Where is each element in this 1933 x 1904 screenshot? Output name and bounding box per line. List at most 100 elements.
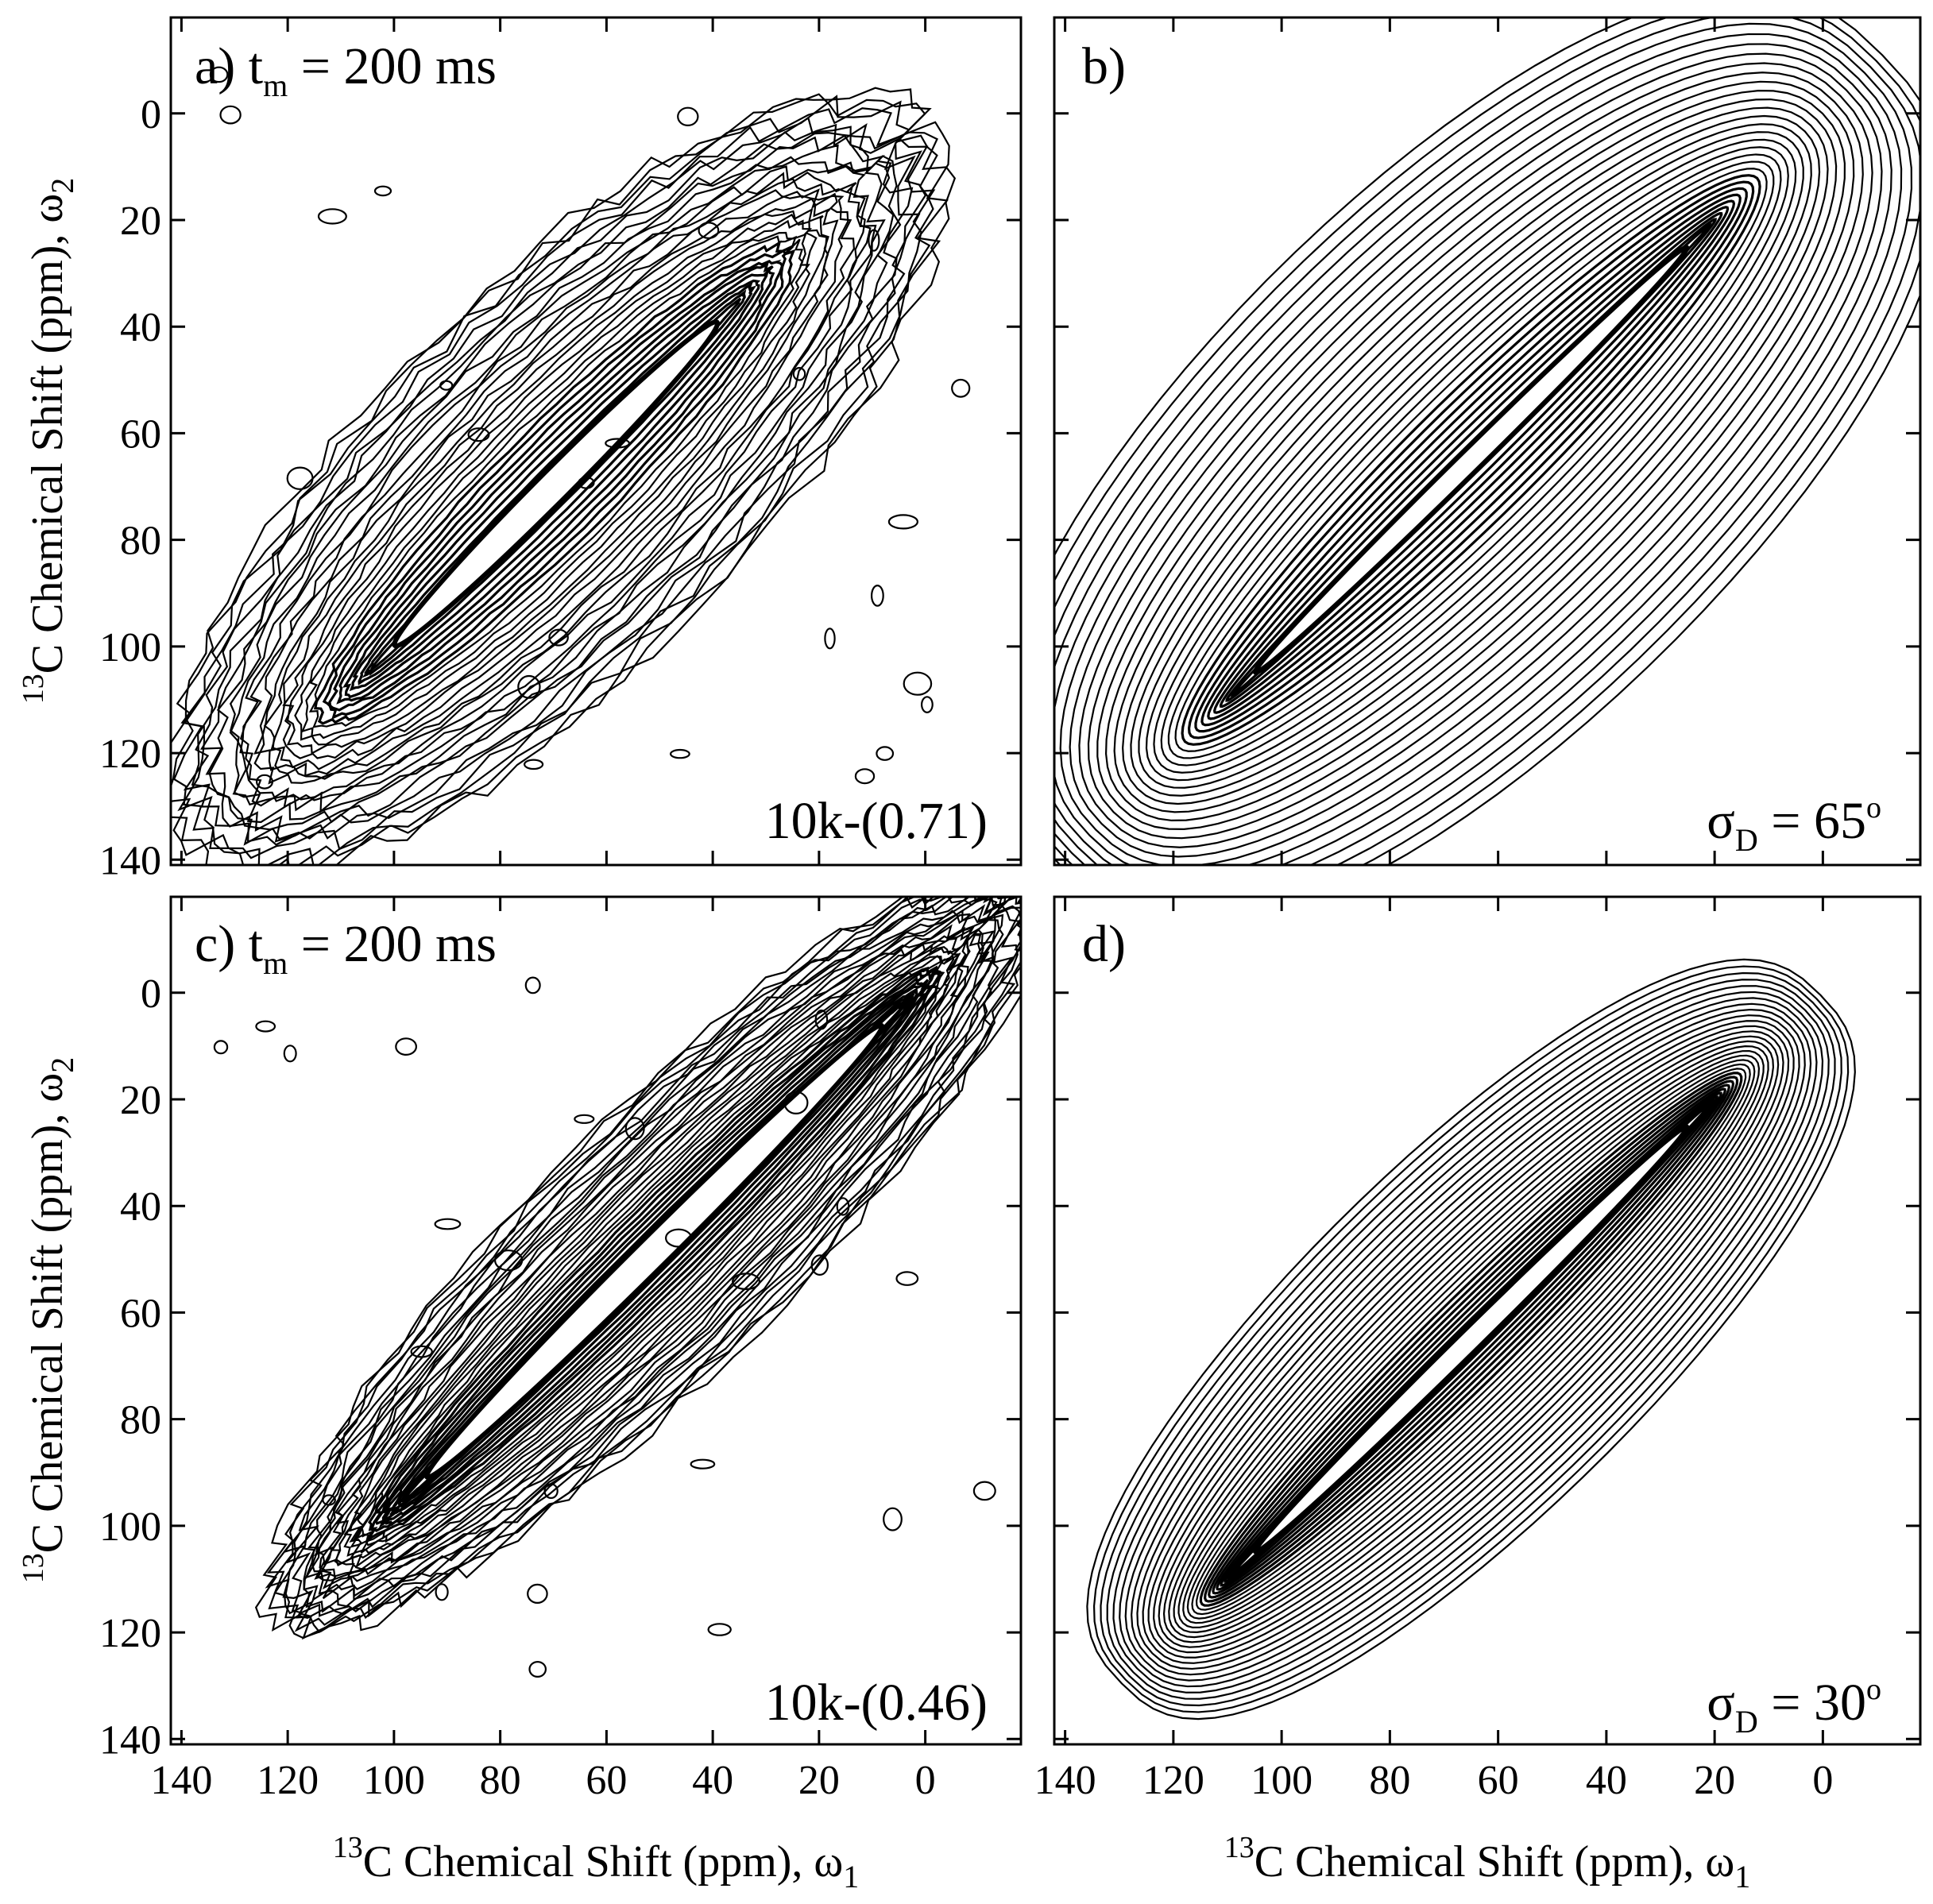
panel-b-contour-level (1219, 211, 1723, 709)
panel-a-noise-island (578, 476, 595, 489)
panel-b-contour-level (1059, 52, 1883, 865)
panel-c-noise-island (255, 1020, 276, 1033)
panel-d-contour-level (1224, 1095, 1718, 1583)
panel-d: 140 120 100 80 60 40 20 0 d) σD = 30o (1034, 895, 1922, 1803)
y-tick-label: 100 (99, 625, 161, 670)
panel-a-noise-island (605, 438, 630, 449)
panel-c-noise-island (283, 1045, 297, 1063)
y-tick-label: 140 (99, 1717, 161, 1763)
panel-d-contour-level (1136, 1008, 1806, 1670)
panel-c-contour-level (265, 897, 1021, 1633)
panel-a-contour-level (239, 161, 877, 809)
panel-d-contour-level (1112, 985, 1830, 1694)
x-tick-label: 100 (1251, 1758, 1313, 1803)
panel-c-contour-level (331, 928, 973, 1570)
panel-c-noise-island (731, 1273, 760, 1291)
panel-d-contour-level (1182, 1054, 1761, 1624)
panel-a-noise-island (467, 427, 490, 442)
panel-d-contour-level (1173, 1045, 1769, 1633)
panel-a-contour-level (286, 213, 828, 755)
panel-a-contour-level (199, 126, 914, 843)
panel-a-noise-island (887, 514, 919, 530)
panel-c-contour-level (303, 897, 1021, 1613)
y-tick-label: 60 (120, 1291, 161, 1336)
panel-b-contour-level (1174, 168, 1768, 752)
panel-c-noise-island (528, 1661, 547, 1678)
panel-b-contour-level (1054, 17, 1920, 865)
x-tick-label: 40 (692, 1758, 733, 1803)
panel-d-contour-level (1131, 1002, 1812, 1676)
panel-a-noise-island (317, 208, 347, 225)
panel-b-contour-level (1212, 206, 1730, 714)
panel-c-noise-island (707, 1623, 732, 1636)
panel-a-noise-island (286, 466, 314, 490)
panel-c-noise-island (493, 1249, 524, 1272)
x-tick-label: 80 (1369, 1758, 1410, 1803)
x-axis-title-left: 13C Chemical Shift (ppm), ω1 (333, 1831, 860, 1894)
y-tick-label: 0 (141, 92, 161, 137)
panel-b-contour-level (1054, 17, 1920, 865)
panel-c-contour-level (311, 909, 996, 1591)
panel-a-contour-level (239, 171, 872, 802)
panel-b-frame (1053, 16, 1922, 867)
panel-b-contour-level (1167, 160, 1775, 759)
panel-b-contour-level (1122, 114, 1821, 805)
panel-a-noise-island (256, 774, 274, 790)
panel-a-contour-level (313, 240, 796, 725)
panel-a-contour-level (171, 93, 950, 865)
panel-c-noise-island (810, 1254, 829, 1276)
y-tick-label: 20 (120, 1078, 161, 1123)
panel-a-contour-level (342, 268, 770, 699)
panel-a-noise-island (548, 628, 569, 647)
panel-c-contour-level (349, 945, 964, 1560)
panel-c-contour-level (361, 958, 946, 1543)
panel-b-contour-level (1078, 71, 1864, 848)
panel-d-contour-level (1220, 1091, 1722, 1587)
y-tick-label: 40 (120, 305, 161, 350)
panel-b-contour-level (1200, 193, 1742, 727)
panel-d-contour-level (1153, 1025, 1790, 1654)
panel-c-noise-island (895, 1271, 919, 1286)
panel-b-contours (1054, 17, 1920, 865)
panel-a-contour-level (294, 219, 818, 746)
panel-d-contour-level (1168, 1040, 1775, 1639)
panel-d-contour-level (1177, 1050, 1765, 1628)
panel-c-contour-level (323, 925, 982, 1579)
y-tick-label: 0 (141, 971, 161, 1017)
y-tick-label: 60 (120, 411, 161, 457)
y-tick-label: 80 (120, 519, 161, 564)
panel-b-contour-level (1187, 180, 1755, 740)
panel-a-noise-island (876, 746, 895, 761)
panel-c-frame (169, 895, 1023, 1746)
panel-a-noise-island (523, 759, 544, 770)
panel-d-contour-level (1195, 1068, 1747, 1611)
panel-d-contour-level (1092, 965, 1850, 1713)
panel-b-contour-level (1096, 90, 1846, 830)
panel-a-contour-level (183, 116, 927, 846)
panel-a-noise-island (868, 229, 880, 252)
y-tick-label: 40 (120, 1184, 161, 1230)
panel-c-contour-level (350, 952, 961, 1554)
panel-a-contour-level (322, 249, 787, 720)
panel-a-frame (169, 16, 1023, 867)
panel-d-contour-level (1086, 958, 1856, 1721)
panel-c-contour-level (304, 897, 1007, 1608)
panel-c-ridge-core (423, 1022, 885, 1480)
panel-c-label: c) tm = 200 ms (195, 915, 497, 981)
panel-c-contours (213, 897, 1021, 1678)
panel-c-noise-island (783, 1091, 809, 1115)
panel-d-ridge-core (1252, 1124, 1690, 1554)
x-tick-label: 120 (1142, 1758, 1204, 1803)
panel-a-contour-level (263, 188, 849, 777)
panel-b-contour-level (1181, 174, 1761, 746)
panel-d-corner-note: σD = 30o (1707, 1673, 1881, 1740)
panel-c-noise-island (410, 1345, 433, 1358)
y-axis-title-bottom: 13C Chemical Shift (ppm), ω2 (17, 1057, 80, 1584)
x-tick-label: 100 (363, 1758, 425, 1803)
panel-d-label: d) (1082, 915, 1126, 973)
x-tick-label: 20 (1694, 1758, 1735, 1803)
panel-b-ticks (1054, 17, 1920, 865)
panel-a-noise-island (373, 185, 392, 197)
